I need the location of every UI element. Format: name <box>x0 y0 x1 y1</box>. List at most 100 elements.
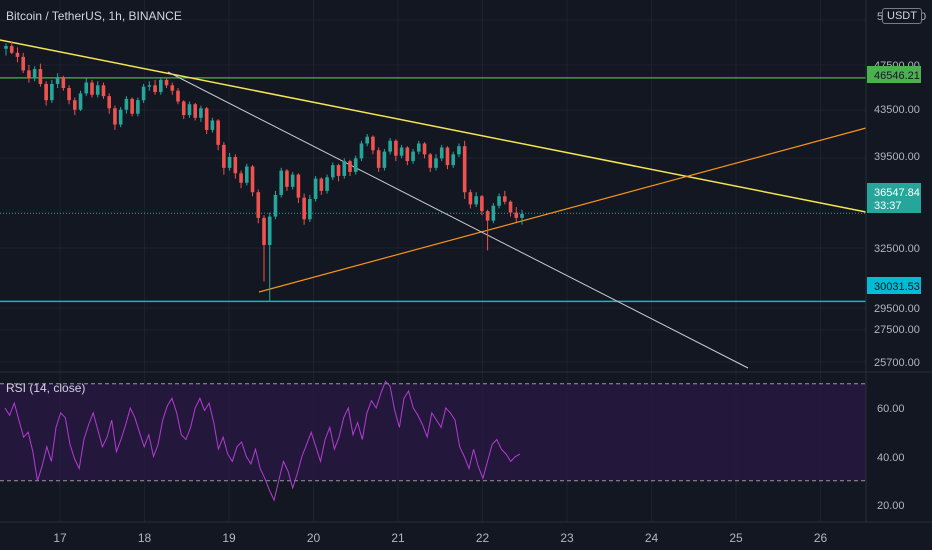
candle <box>342 158 347 179</box>
candle <box>107 93 111 114</box>
candle <box>193 102 197 121</box>
candle <box>95 81 100 98</box>
candle <box>445 146 450 170</box>
rsi-title[interactable]: RSI (14, close) <box>6 381 86 395</box>
candle <box>325 174 329 194</box>
candle <box>210 117 215 133</box>
candle <box>55 73 60 89</box>
candle <box>147 81 152 91</box>
currency-button[interactable]: USDT <box>882 8 922 24</box>
candle <box>21 52 25 74</box>
svg-text:30031.53: 30031.53 <box>874 281 920 293</box>
time-tick: 19 <box>222 531 236 545</box>
candle <box>457 143 461 158</box>
steep-trendline[interactable] <box>167 71 749 369</box>
candle <box>153 79 157 95</box>
candle <box>491 203 496 224</box>
candle <box>336 163 341 182</box>
symbol-title[interactable]: Bitcoin / TetherUS, 1h, BINANCE <box>6 9 182 23</box>
candle <box>485 209 490 251</box>
rsi-line[interactable] <box>4 380 521 502</box>
rsi-tick: 20.00 <box>877 500 905 512</box>
candle <box>285 169 289 191</box>
candle <box>319 177 324 195</box>
candle <box>101 82 106 99</box>
candle <box>422 142 427 159</box>
current-price-label: 36547.84 33:37 <box>867 183 921 213</box>
candle <box>170 82 175 95</box>
candle <box>503 190 507 205</box>
candle <box>399 144 404 159</box>
price-tick: 25700.00 <box>874 357 920 369</box>
rsi-tick: 40.00 <box>877 452 905 464</box>
time-axis[interactable]: 17 18 19 20 21 22 23 24 25 26 <box>53 531 827 545</box>
candle <box>124 96 129 114</box>
candle <box>405 146 410 166</box>
candle <box>159 77 163 95</box>
rsi-axis[interactable]: 60.00 40.00 20.00 <box>877 403 905 512</box>
candle <box>514 207 519 222</box>
candle <box>262 215 266 282</box>
candle <box>279 167 283 198</box>
time-tick: 17 <box>53 531 67 545</box>
time-tick: 25 <box>729 531 743 545</box>
candle <box>176 88 180 105</box>
candle <box>371 135 375 155</box>
candle <box>497 193 501 209</box>
time-tick: 20 <box>307 531 321 545</box>
candle <box>520 209 524 225</box>
price-tick: 39500.00 <box>874 151 920 163</box>
candle <box>388 138 392 155</box>
time-tick: 21 <box>391 531 405 545</box>
ascending-trendline[interactable] <box>258 127 867 293</box>
grid <box>0 0 866 522</box>
candle <box>136 97 140 117</box>
candle <box>61 75 66 91</box>
price-tick-top: 5 <box>877 11 883 23</box>
candle <box>331 162 335 181</box>
rsi-pane[interactable] <box>0 380 866 502</box>
candle <box>428 152 433 172</box>
candle <box>27 65 31 83</box>
trendlines[interactable] <box>0 39 867 369</box>
candle <box>474 192 478 208</box>
candle <box>365 134 369 147</box>
candle <box>348 159 352 176</box>
candle <box>233 154 238 179</box>
candle <box>434 154 438 171</box>
candle <box>199 105 203 122</box>
bar-countdown: 33:37 <box>874 200 902 212</box>
candle <box>9 41 14 55</box>
svg-text:36547.84: 36547.84 <box>874 187 920 199</box>
candle <box>227 152 232 171</box>
candle <box>273 190 278 220</box>
candle <box>308 194 312 222</box>
candle <box>113 105 117 130</box>
candle <box>32 66 37 82</box>
candle <box>359 140 364 162</box>
candle <box>267 212 272 302</box>
time-tick: 18 <box>138 531 152 545</box>
candle <box>468 189 473 209</box>
time-tick: 22 <box>476 531 490 545</box>
candle <box>250 165 255 197</box>
rsi-band-fill <box>0 383 866 481</box>
price-tick: 43500.00 <box>874 104 920 116</box>
candle <box>245 163 249 186</box>
candle <box>73 97 77 116</box>
svg-text:46546.21: 46546.21 <box>874 70 920 82</box>
price-axis[interactable]: 5 0 47500.00 43500.00 39500.00 32500.00 … <box>874 11 926 369</box>
descending-trendline[interactable] <box>0 39 867 213</box>
candle <box>290 171 295 190</box>
candle <box>67 85 71 105</box>
candle <box>508 200 513 217</box>
candle <box>44 81 48 106</box>
candle <box>480 194 484 216</box>
candle <box>256 189 261 224</box>
candle <box>84 78 89 97</box>
candle <box>222 142 226 175</box>
support-price-label: 30031.53 <box>867 277 921 294</box>
candle <box>164 78 169 89</box>
candle <box>376 147 381 172</box>
